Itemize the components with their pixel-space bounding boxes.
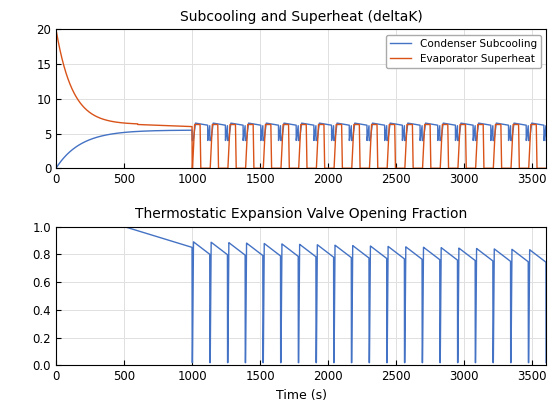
Evaporator Superheat [543, 166, 549, 171]
Condenser Subcooling [85, 138, 92, 143]
Condenser Subcooling [192, 121, 199, 126]
Condenser Subcooling [53, 166, 59, 171]
Legend: Condenser Subcooling, Evaporator Superheat: Condenser Subcooling, Evaporator Superhe… [386, 34, 541, 68]
Evaporator Superheat [165, 123, 172, 128]
Evaporator Superheat [494, 122, 501, 127]
Evaporator Superheat [85, 109, 92, 114]
Evaporator Superheat [146, 123, 153, 128]
Condenser Subcooling [506, 129, 513, 134]
X-axis label: Time (s): Time (s) [276, 389, 326, 402]
Condenser Subcooling [165, 128, 172, 133]
Evaporator Superheat [189, 166, 195, 171]
Condenser Subcooling [494, 121, 501, 126]
Line: Condenser Subcooling: Condenser Subcooling [56, 123, 546, 168]
Condenser Subcooling [146, 129, 153, 134]
Evaporator Superheat [279, 123, 286, 129]
Line: Evaporator Superheat: Evaporator Superheat [56, 29, 546, 168]
Title: Thermostatic Expansion Valve Opening Fraction: Thermostatic Expansion Valve Opening Fra… [135, 207, 467, 221]
Title: Subcooling and Superheat (deltaK): Subcooling and Superheat (deltaK) [180, 10, 422, 24]
Evaporator Superheat [506, 166, 513, 171]
Condenser Subcooling [279, 128, 286, 133]
Condenser Subcooling [543, 138, 549, 143]
Evaporator Superheat [53, 27, 59, 32]
